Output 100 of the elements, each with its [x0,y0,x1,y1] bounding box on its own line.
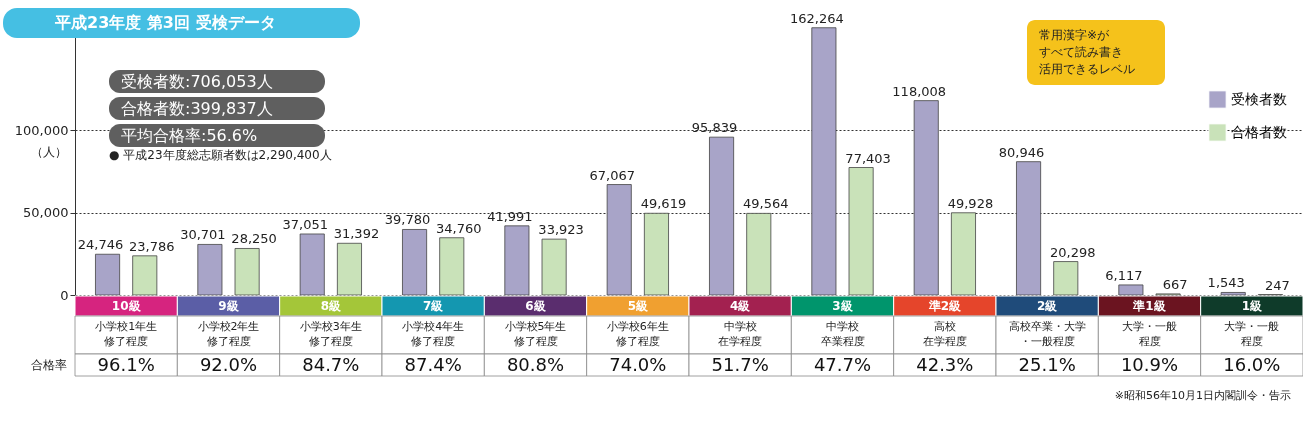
annotation: 受検者数:706,053人 [121,72,273,91]
bar [811,27,837,296]
text: 74.0% [609,354,667,375]
bar [299,233,325,296]
data-label: 28,250 [231,231,277,247]
data-label: 1,543 [1207,275,1245,291]
bar [132,255,158,296]
bar [541,238,567,296]
text: 大学・一般 [1224,320,1280,333]
data-label: 41,991 [487,208,533,224]
x-tick-label: 6級 [525,299,547,313]
text: 84.7% [302,354,360,375]
bar [913,100,939,296]
x-tick-label: 2級 [1036,299,1059,313]
text: 10.9% [1120,354,1179,375]
bar [643,212,669,296]
bar [1016,161,1042,296]
data-label: 95,839 [691,120,738,136]
annotation: 合格者数:399,837人 [121,99,273,118]
data-label: 247 [1265,277,1290,293]
text: 小学校3年生 [299,320,362,333]
data-label: 162,264 [790,10,844,26]
bar [606,184,632,296]
x-tick-label: 7級 [422,299,445,313]
x-tick-label: 9級 [218,299,240,313]
data-label: 33,923 [538,222,584,238]
y-tick-label: 0 [60,287,69,303]
bar [950,212,976,296]
x-tick-label: 10級 [111,299,142,313]
x-tick-label: 5級 [627,299,649,313]
text: 修了程度 [308,335,353,348]
bar [1053,261,1079,296]
bar [402,229,428,296]
text: 卒業程度 [820,335,865,348]
text: 中学校 [826,320,859,333]
text: 合格率 [31,358,67,372]
x-tick-label: 8級 [320,299,342,313]
data-label: 34,760 [436,220,482,236]
text: ・一般程度 [1019,335,1075,348]
annotation: ● 平成23年度総志願者数は2,290,400人 [109,148,332,162]
bar [1220,292,1246,296]
data-label: 49,564 [743,196,789,212]
text: ※昭和56年10月1日内閣訓令・告示 [1114,389,1291,402]
data-label: 80,946 [998,144,1045,160]
text: 大学・一般 [1122,320,1177,333]
text: 修了程度 [206,335,251,348]
bar [504,225,530,296]
text: 高校卒業・大学 [1008,320,1086,333]
bar [439,237,465,296]
text: 87.4% [404,354,462,375]
text: 25.1% [1018,354,1076,375]
text: 修了程度 [615,335,660,348]
text: 80.8% [506,354,565,375]
text: 高校 [933,320,956,333]
data-label: 77,403 [845,150,891,166]
bar [848,167,874,296]
y-tick-label: 100,000 [14,122,69,138]
data-label: 20,298 [1050,244,1096,260]
text: 42.3% [916,354,974,375]
text: 程度 [1240,335,1263,348]
legend-label: 受検者数 [1231,90,1287,107]
annotation: 常用漢字※が [1039,28,1111,42]
text: 92.0% [199,354,258,375]
x-tick-label: 4級 [729,299,752,313]
text: 在学程度 [922,335,967,348]
data-label: 6,117 [1105,267,1143,283]
text: 小学校6年生 [606,320,669,333]
data-label: 30,701 [180,227,226,243]
data-label: 23,786 [129,238,175,254]
y-tick-label: 50,000 [23,205,69,221]
data-label: 67,067 [589,167,635,183]
bar [95,253,121,296]
annotation: 活用できるレベル [1039,62,1135,76]
text: 小学校4年生 [402,320,465,333]
bar [746,212,772,296]
x-tick-label: 準1級 [1132,299,1167,313]
x-tick-label: 3級 [832,299,854,313]
text: 16.0% [1223,354,1281,375]
x-tick-label: 準2級 [927,299,962,313]
text: 47.7% [813,354,872,375]
chart-title: 平成23年度 第3回 受検データ [54,13,276,32]
text: 修了程度 [513,335,558,348]
text: 程度 [1138,335,1161,348]
x-tick-label: 1級 [1241,299,1263,313]
text: 小学校1年生 [95,320,158,333]
text: 修了程度 [411,335,456,348]
data-label: 667 [1162,276,1188,292]
text: 小学校5年生 [504,320,567,333]
data-label: 49,928 [947,195,994,211]
legend-label: 合格者数 [1231,123,1287,140]
bar [336,242,362,296]
data-label: 118,008 [892,83,947,99]
text: 小学校2年生 [197,320,260,333]
text: 中学校 [723,320,757,333]
annotation: すべて読み書き [1039,45,1123,59]
bar [1118,284,1144,296]
data-label: 49,619 [640,196,687,212]
bar [234,248,260,296]
text: 51.7% [711,354,769,375]
annotation: 平均合格率:56.6% [121,126,258,145]
